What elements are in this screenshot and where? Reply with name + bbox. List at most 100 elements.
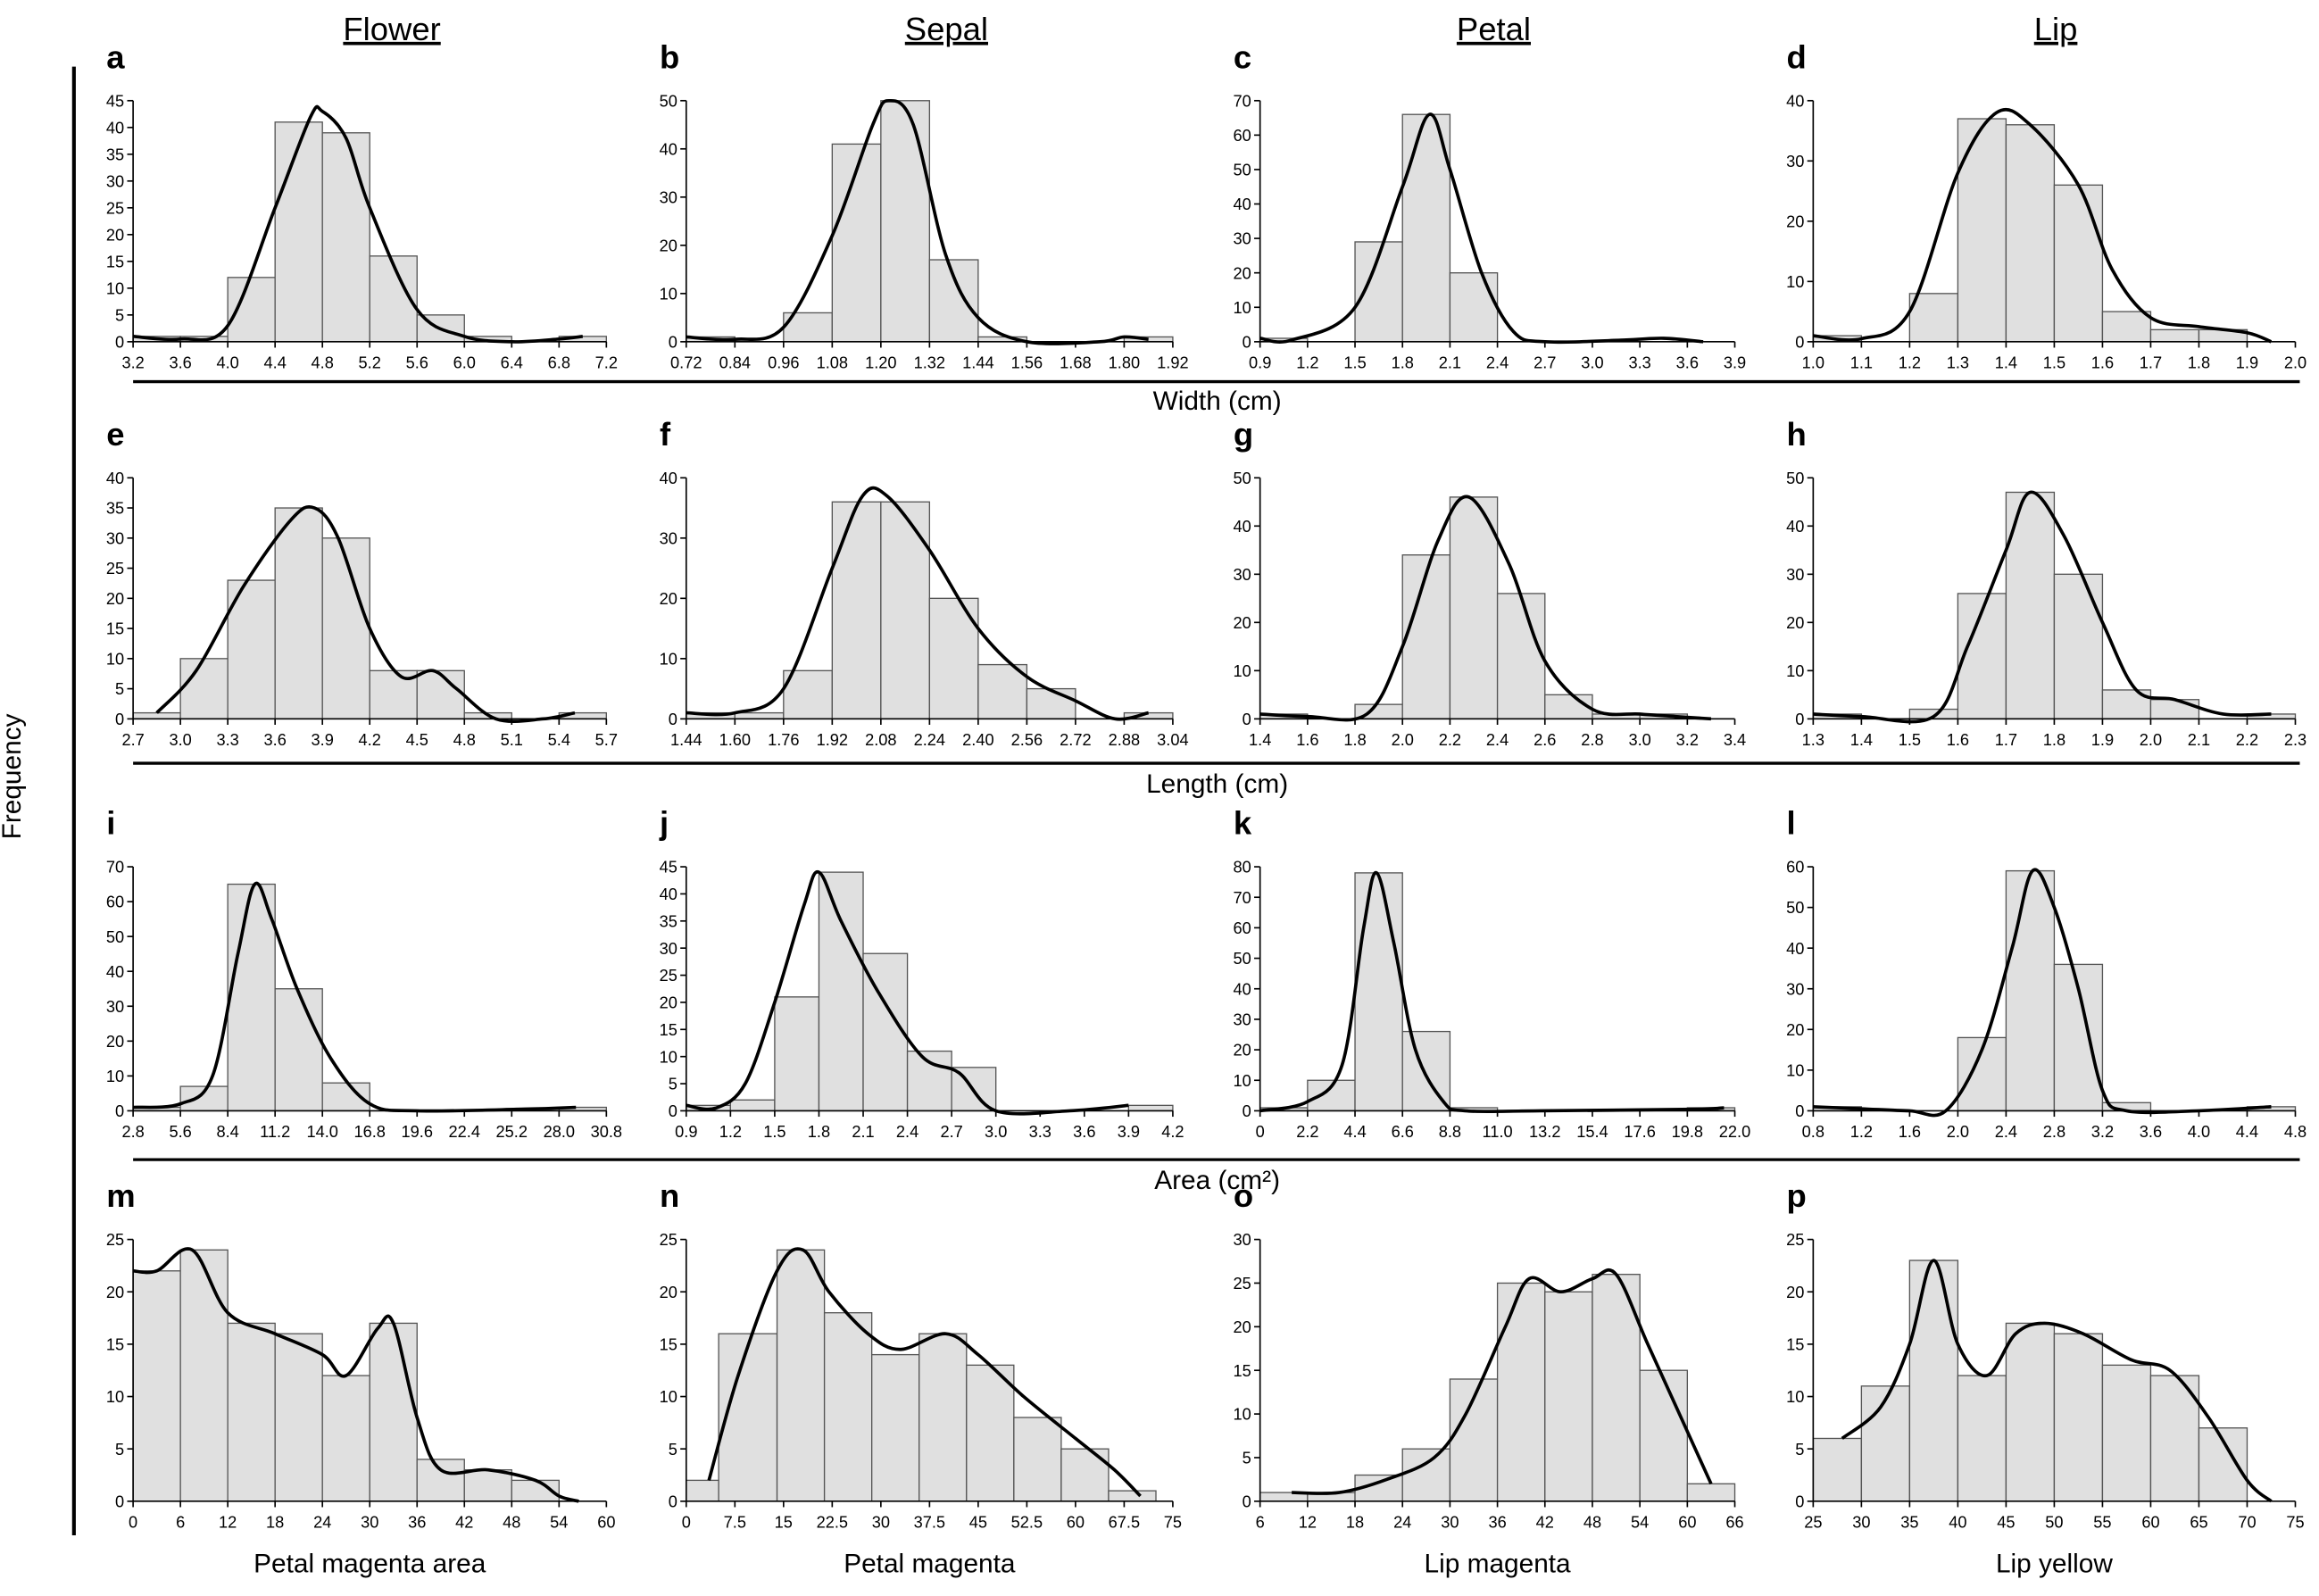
x-axis-label: Petal magenta xyxy=(844,1549,1016,1578)
bar xyxy=(416,669,465,720)
x-tick-label: 6.6 xyxy=(1392,1123,1414,1141)
x-tick-label: 66 xyxy=(1725,1514,1743,1532)
x-tick-label: 0.96 xyxy=(768,354,799,372)
x-tick-label: 45 xyxy=(969,1514,987,1532)
y-tick-label: 50 xyxy=(1233,162,1251,179)
y-tick-label: 0 xyxy=(1243,1492,1251,1510)
bar xyxy=(274,988,323,1112)
x-tick-label: 1.2 xyxy=(719,1123,742,1141)
x-tick-label: 2.7 xyxy=(1534,354,1556,372)
y-tick-label: 5 xyxy=(115,306,124,324)
x-tick-label: 1.6 xyxy=(2091,354,2114,372)
x-tick-label: 36 xyxy=(408,1514,426,1532)
y-tick-label: 40 xyxy=(660,470,677,487)
x-tick-label: 3.6 xyxy=(169,354,191,372)
x-tick-label: 1.6 xyxy=(1296,731,1318,749)
x-tick-label: 3.4 xyxy=(1724,731,1746,749)
y-tick-label: 35 xyxy=(660,912,677,930)
x-tick-label: 30 xyxy=(1852,1514,1870,1532)
y-tick-label: 5 xyxy=(1795,1441,1804,1459)
x-tick-label: 1.5 xyxy=(763,1123,785,1141)
x-tick-label: 12 xyxy=(1299,1514,1317,1532)
y-tick-label: 30 xyxy=(106,998,124,1016)
y-tick-label: 10 xyxy=(106,279,124,297)
x-tick-label: 52.5 xyxy=(1011,1514,1043,1532)
bar xyxy=(321,537,370,720)
bar xyxy=(179,658,229,720)
x-tick-label: 48 xyxy=(1583,1514,1601,1532)
bar xyxy=(831,501,882,720)
x-tick-label: 16.8 xyxy=(353,1123,385,1141)
panel-letter: b xyxy=(660,38,679,75)
y-tick-label: 0 xyxy=(669,333,677,351)
x-tick-label: 3.0 xyxy=(1628,731,1650,749)
y-tick-label: 10 xyxy=(1786,1061,1804,1079)
x-tick-label: 5.2 xyxy=(359,354,381,372)
density-curve xyxy=(132,1247,579,1503)
bar xyxy=(1060,1448,1110,1502)
x-tick-label: 48 xyxy=(503,1514,520,1532)
x-tick-label: 19.6 xyxy=(402,1123,433,1141)
y-tick-label: 60 xyxy=(1233,127,1251,145)
bar xyxy=(1544,694,1593,720)
bar xyxy=(1449,496,1499,720)
y-tick-label: 40 xyxy=(106,470,124,487)
x-tick-label: 30 xyxy=(872,1514,890,1532)
y-tick-label: 50 xyxy=(1233,950,1251,968)
x-tick-label: 4.8 xyxy=(453,731,476,749)
row-label: Area (cm²) xyxy=(1154,1166,1280,1195)
y-tick-label: 10 xyxy=(1233,662,1251,680)
y-tick-label: 20 xyxy=(106,590,124,608)
x-tick-label: 4.4 xyxy=(2236,1123,2258,1141)
x-tick-label: 54 xyxy=(550,1514,568,1532)
x-tick-label: 2.7 xyxy=(121,731,144,749)
bar xyxy=(1401,113,1451,343)
bar xyxy=(1449,272,1499,343)
panel-letter: e xyxy=(106,416,124,453)
x-tick-label: 2.4 xyxy=(1486,731,1509,749)
y-tick-label: 70 xyxy=(1233,889,1251,907)
y-tick-label: 5 xyxy=(1243,1450,1251,1467)
x-tick-label: 0 xyxy=(129,1514,137,1532)
x-tick-label: 1.08 xyxy=(817,354,848,372)
x-tick-label: 70 xyxy=(2238,1514,2256,1532)
y-tick-label: 15 xyxy=(660,1021,677,1039)
y-tick-label: 10 xyxy=(1233,1072,1251,1090)
x-tick-label: 5.6 xyxy=(406,354,428,372)
x-tick-label: 2.8 xyxy=(121,1123,144,1141)
x-tick-label: 2.1 xyxy=(1439,354,1461,372)
x-tick-label: 3.2 xyxy=(1676,731,1699,749)
y-tick-label: 10 xyxy=(106,1388,124,1406)
x-tick-label: 0 xyxy=(682,1514,691,1532)
x-tick-label: 1.9 xyxy=(2091,731,2114,749)
x-tick-label: 3.9 xyxy=(312,731,334,749)
y-tick-label: 10 xyxy=(1233,1406,1251,1424)
x-tick-label: 1.8 xyxy=(2188,354,2210,372)
y-tick-label: 40 xyxy=(106,963,124,981)
x-tick-label: 1.8 xyxy=(808,1123,830,1141)
x-tick-label: 30.8 xyxy=(591,1123,622,1141)
x-tick-label: 1.92 xyxy=(817,731,848,749)
x-tick-label: 18 xyxy=(266,1514,284,1532)
y-tick-label: 30 xyxy=(1786,566,1804,584)
y-tick-label: 0 xyxy=(1795,711,1804,728)
x-tick-label: 0.72 xyxy=(670,354,702,372)
panel-letter: c xyxy=(1234,38,1251,75)
bar xyxy=(179,1249,229,1502)
bar xyxy=(227,277,276,343)
x-tick-label: 2.88 xyxy=(1109,731,1140,749)
y-tick-label: 40 xyxy=(660,140,677,158)
x-tick-label: 2.0 xyxy=(1392,731,1414,749)
panel-letter: f xyxy=(660,416,671,453)
y-tick-label: 0 xyxy=(1243,1102,1251,1120)
y-tick-label: 30 xyxy=(1233,1231,1251,1249)
x-tick-label: 4.2 xyxy=(359,731,381,749)
x-tick-label: 1.3 xyxy=(1802,731,1824,749)
x-tick-label: 54 xyxy=(1631,1514,1649,1532)
panel-letter: o xyxy=(1234,1177,1253,1214)
y-tick-label: 0 xyxy=(669,711,677,728)
y-tick-label: 30 xyxy=(106,172,124,190)
y-tick-label: 10 xyxy=(660,285,677,303)
y-tick-label: 25 xyxy=(106,560,124,578)
bar xyxy=(880,100,931,343)
